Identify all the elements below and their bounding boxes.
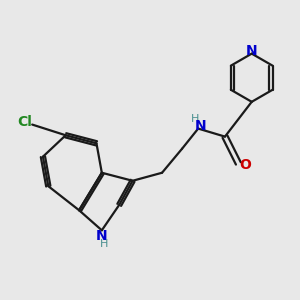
Text: Cl: Cl (17, 115, 32, 129)
Text: N: N (246, 44, 257, 58)
Text: H: H (100, 239, 109, 249)
Text: N: N (96, 229, 108, 243)
Text: O: O (239, 158, 251, 172)
Text: N: N (195, 119, 207, 133)
Text: H: H (191, 114, 200, 124)
